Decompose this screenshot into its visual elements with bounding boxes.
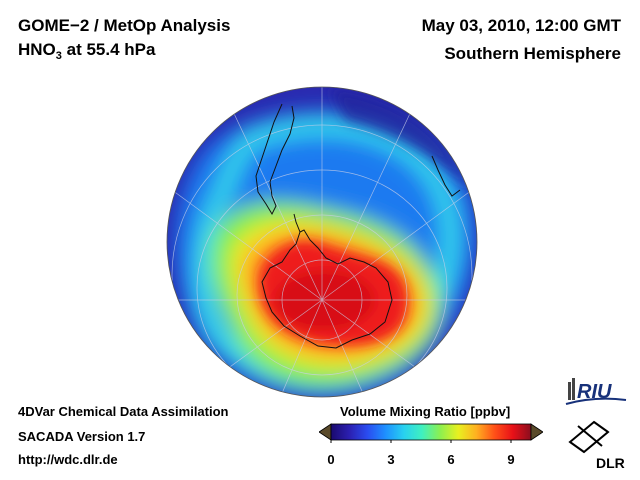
dlr-logo: DLR [568, 420, 625, 471]
footer-system: 4DVar Chemical Data Assimilation [18, 404, 229, 419]
riu-logo-bar-1 [568, 382, 571, 400]
riu-logo-bar-2 [572, 378, 575, 400]
title-species-level: HNO3 at 55.4 hPa [18, 40, 156, 62]
coastlines [255, 103, 461, 349]
coastline-south-america [255, 103, 295, 216]
coastline-africa-tip [431, 155, 461, 197]
colorbar-tick-label-9: 9 [507, 452, 515, 467]
riu-logo-text: RIU [577, 381, 612, 403]
colorbar-title: Volume Mixing Ratio [ppbv] [340, 404, 511, 419]
title-datetime: May 03, 2010, 12:00 GMT [421, 16, 621, 35]
footer-url[interactable]: http://wdc.dlr.de [18, 452, 118, 467]
footer-version: SACADA Version 1.7 [18, 429, 146, 444]
coastline-antarctica [261, 229, 393, 349]
pressure-level: at 55.4 hPa [61, 40, 156, 59]
coastline-antarctic-peninsula [293, 213, 301, 233]
colorbar-tick-label-0: 0 [327, 452, 335, 467]
riu-logo-swoosh [565, 397, 627, 405]
colorbar-ramp [330, 423, 532, 441]
riu-logo: RIU [565, 378, 627, 405]
title-region: Southern Hemisphere [444, 44, 621, 63]
logos: RIU DLR [565, 378, 627, 471]
title-product: GOME−2 / MetOp Analysis [18, 16, 231, 35]
colorbar-tick-label-6: 6 [447, 452, 455, 467]
colorbar [319, 423, 543, 443]
dlr-logo-emblem [568, 420, 610, 454]
colorbar-tick-marks [330, 440, 512, 443]
graticule [170, 87, 474, 397]
colorbar-low-arrow [319, 423, 332, 441]
colorbar-high-arrow [530, 423, 543, 441]
colorbar-tick-label-3: 3 [387, 452, 395, 467]
sector-upper-right-dark [330, 88, 470, 190]
species-subscript: 3 [55, 50, 62, 62]
dlr-logo-text: DLR [596, 455, 625, 471]
species-name: HNO [18, 40, 56, 59]
globe-outline [166, 86, 478, 398]
